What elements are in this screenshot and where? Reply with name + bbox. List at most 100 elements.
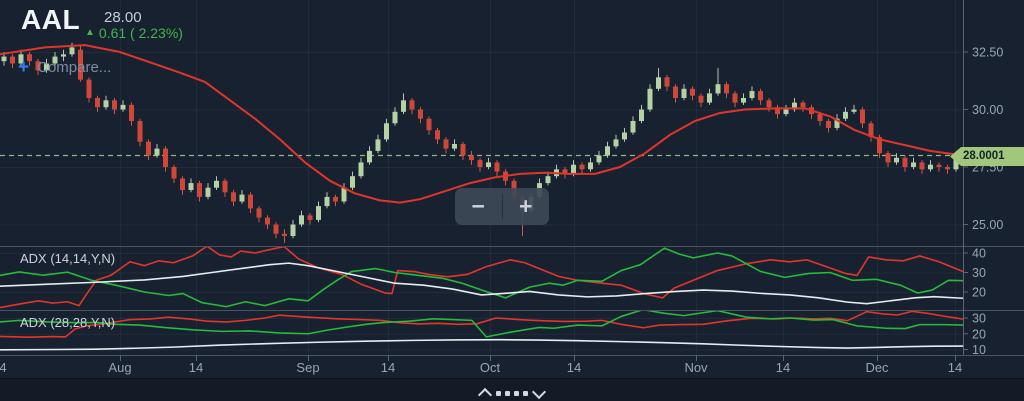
y-axis-label: 30 <box>972 266 986 280</box>
candle <box>409 100 415 110</box>
candle <box>749 91 755 98</box>
candle <box>146 141 151 156</box>
x-axis-label: Nov <box>684 360 708 375</box>
candle <box>766 100 772 108</box>
candle <box>248 194 253 209</box>
candle <box>222 180 228 193</box>
x-axis-label: Oct <box>480 360 501 375</box>
x-axis-label: 14 <box>381 360 395 375</box>
candle <box>418 109 423 119</box>
compare-button[interactable]: + Compare... <box>18 56 111 78</box>
candle <box>792 102 797 110</box>
candle <box>639 109 644 121</box>
candle <box>35 61 41 71</box>
chevron-up-icon[interactable] <box>477 387 493 401</box>
page-indicator <box>477 384 547 401</box>
ticker-symbol: AAL <box>21 4 81 35</box>
candle <box>61 54 66 57</box>
candle <box>401 100 406 112</box>
candle <box>477 160 483 167</box>
candle <box>205 187 211 197</box>
candle <box>69 47 75 55</box>
candle <box>103 100 109 108</box>
candle <box>137 121 143 142</box>
candle <box>316 206 321 220</box>
candle <box>945 167 950 170</box>
ticker-last-price: 28.00 <box>104 9 142 26</box>
candle <box>622 132 627 140</box>
ticker-change-text: 0.61 ( 2.23%) <box>98 25 183 41</box>
candle <box>664 77 670 87</box>
candle <box>817 114 823 121</box>
candle <box>392 111 398 124</box>
y-axis-label: 10 <box>972 343 986 357</box>
candle <box>834 118 840 128</box>
candle <box>163 148 168 167</box>
candle <box>545 176 551 184</box>
last-price-tag: 28.0001 <box>950 147 1024 166</box>
candle <box>579 164 585 170</box>
candle <box>129 104 134 121</box>
candle <box>851 109 857 112</box>
chevron-down-icon[interactable] <box>531 384 547 399</box>
y-axis-label: 30.00 <box>972 103 1003 117</box>
x-axis-label: 14 <box>776 360 790 375</box>
bottom-bar <box>0 378 1024 401</box>
zoom-in-button[interactable]: + <box>519 193 533 219</box>
page-dot[interactable] <box>496 390 501 396</box>
candle <box>605 146 610 156</box>
candle <box>800 102 806 108</box>
candle <box>562 169 568 174</box>
candle <box>486 162 491 167</box>
candle <box>384 123 389 140</box>
x-axis-label: Sep <box>296 360 319 375</box>
candle <box>775 107 780 115</box>
candle <box>698 95 704 103</box>
candle <box>350 176 355 188</box>
di-minus-line <box>0 247 963 309</box>
candle <box>86 79 92 98</box>
plus-icon: + <box>18 56 30 78</box>
candle <box>265 217 270 225</box>
y-axis-label: 25.00 <box>972 218 1003 232</box>
candle <box>112 100 117 110</box>
candle <box>375 139 381 151</box>
zoom-out-button[interactable]: − <box>471 193 485 219</box>
candle <box>843 111 848 119</box>
candle <box>358 162 364 177</box>
candle <box>44 63 49 71</box>
page-dot[interactable] <box>523 390 528 396</box>
y-axis-label: 20 <box>972 286 986 300</box>
candle <box>180 178 185 190</box>
candle <box>282 233 287 236</box>
candle <box>1 56 7 62</box>
page-dots <box>496 390 528 396</box>
indicator-label-adx14: ADX (14,14,Y,N) <box>20 251 116 266</box>
di-plus-line <box>0 311 963 338</box>
candle <box>724 84 729 94</box>
candle <box>27 54 32 62</box>
zoom-control-divider <box>501 194 503 219</box>
candle <box>239 194 245 202</box>
candle <box>78 49 83 80</box>
candle <box>936 164 942 167</box>
candle <box>732 93 738 103</box>
candle <box>460 144 466 156</box>
candle <box>52 56 58 64</box>
candle <box>443 139 449 149</box>
candle <box>307 215 313 220</box>
candle <box>367 150 372 163</box>
candle <box>273 224 279 234</box>
zoom-control: − + <box>455 188 549 225</box>
candle <box>333 196 338 202</box>
candle <box>596 155 602 163</box>
page-dot[interactable] <box>514 390 519 396</box>
candle <box>469 155 474 161</box>
candle <box>715 84 721 94</box>
adx-line <box>0 338 963 351</box>
page-dot[interactable] <box>505 390 510 396</box>
indicator-label-adx28: ADX (28,28,Y,N) <box>20 315 116 330</box>
y-axis-label: 30 <box>972 312 986 326</box>
